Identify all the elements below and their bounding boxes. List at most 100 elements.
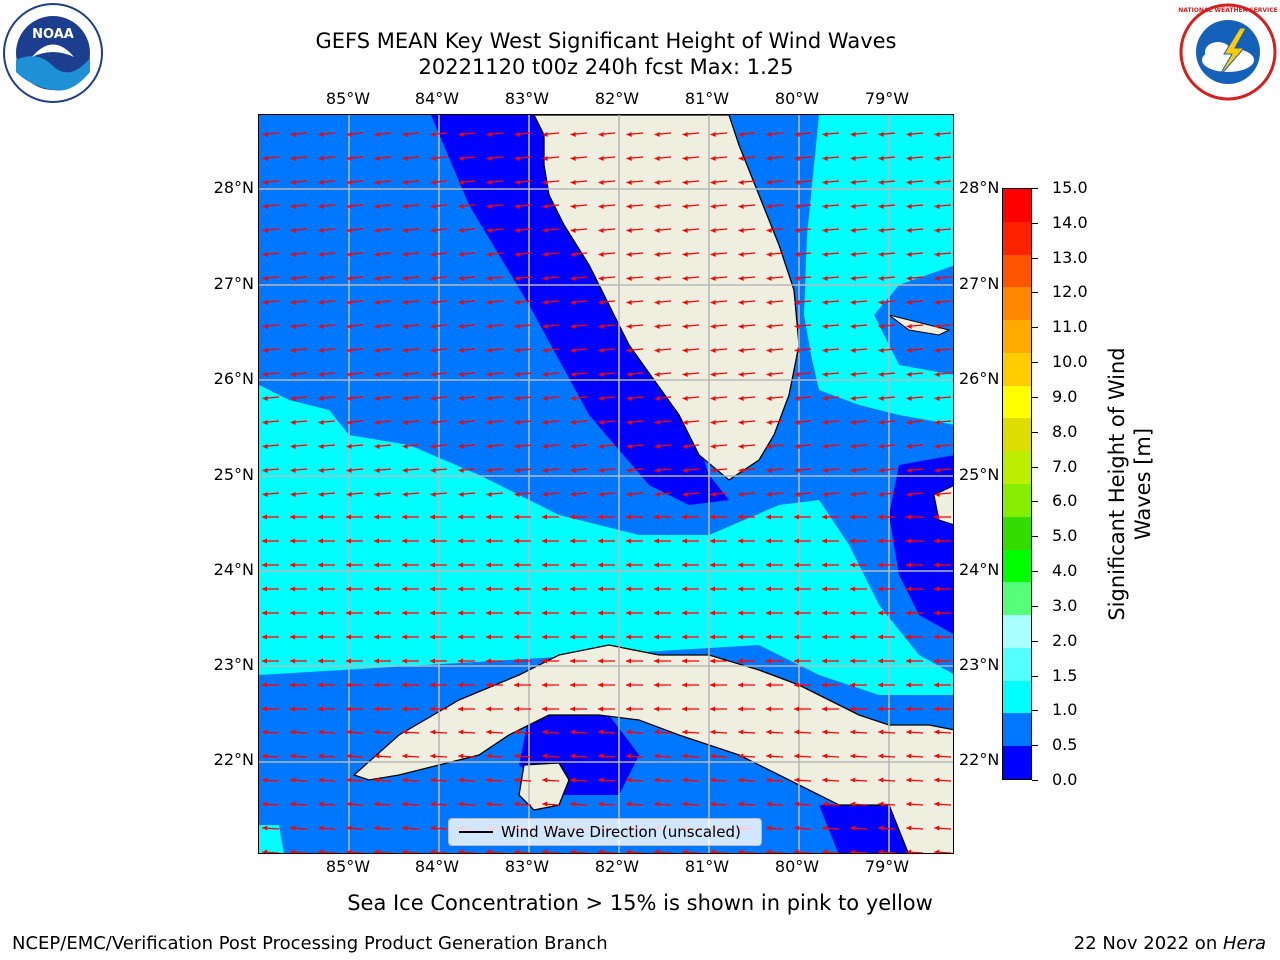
wind-arrow-head	[318, 132, 324, 138]
wind-arrow-head	[654, 324, 660, 330]
wind-arrow-head	[430, 204, 436, 210]
wind-arrow-head	[430, 706, 435, 712]
wind-arrow-head	[710, 324, 716, 330]
wind-arrow-head	[626, 468, 632, 474]
wind-arrow-head	[934, 300, 940, 306]
wind-arrow-head	[822, 610, 827, 616]
wind-arrow-head	[402, 610, 407, 616]
wind-arrow-head	[934, 538, 939, 544]
wind-arrow-head	[374, 420, 380, 426]
wind-arrow-head	[766, 801, 772, 807]
wind-arrow-head	[766, 444, 772, 450]
wind-arrow-head	[906, 777, 912, 783]
wind-arrow-head	[710, 562, 715, 568]
wind-arrow-head	[374, 300, 380, 306]
wind-arrow-head	[402, 204, 408, 210]
wind-arrow-head	[794, 562, 799, 568]
colorbar-tick-label: 8.0	[1052, 421, 1078, 441]
wind-arrow-head	[346, 777, 352, 783]
wind-arrow-head	[486, 634, 491, 640]
wind-arrow-head	[654, 276, 660, 282]
wind-arrow-head	[710, 132, 716, 138]
wind-arrow-head	[598, 658, 603, 664]
wind-arrow-head	[402, 634, 407, 640]
wind-arrow-head	[598, 514, 603, 520]
wind-arrow-head	[318, 204, 324, 210]
noaa-logo-text: NOAA	[32, 27, 74, 42]
wind-arrow-head	[542, 682, 547, 688]
wind-arrow-head	[402, 514, 407, 520]
wind-arrow-head	[682, 610, 687, 616]
wind-arrow-head	[486, 324, 492, 330]
wind-arrow-head	[794, 372, 800, 378]
wind-arrow-head	[710, 276, 716, 282]
wind-arrow-head	[374, 825, 380, 831]
wind-arrow-head	[794, 634, 799, 640]
wind-arrow-head	[318, 396, 324, 402]
wind-arrow-head	[318, 849, 324, 853]
wind-arrow-head	[486, 682, 491, 688]
wind-arrow-head	[906, 180, 912, 186]
wind-arrow-head	[878, 610, 883, 616]
wind-arrow-head	[682, 801, 688, 807]
wind-arrow-head	[346, 228, 352, 234]
wind-arrow-head	[458, 348, 464, 354]
wind-arrow-head	[514, 514, 519, 520]
wind-arrow-head	[822, 825, 828, 831]
wind-arrow-head	[850, 801, 856, 807]
wind-arrow-head	[346, 729, 352, 735]
lat-tick-right: 22°N	[959, 750, 1000, 769]
wind-arrow-head	[794, 348, 800, 354]
wind-arrow-head	[318, 706, 323, 712]
wind-arrow-head	[794, 706, 799, 712]
wind-arrow-head	[738, 538, 743, 544]
wind-arrow-head	[458, 132, 464, 138]
wind-arrow-head	[262, 610, 267, 616]
wind-arrow-head	[486, 586, 491, 592]
wind-arrow-head	[458, 156, 464, 162]
wind-arrow-head	[430, 610, 435, 616]
wind-arrow-head	[262, 444, 268, 450]
wind-arrow-head	[682, 658, 687, 664]
wind-arrow-head	[402, 492, 408, 498]
wind-arrow-head	[374, 204, 380, 210]
wind-arrow-head	[346, 324, 352, 330]
wind-arrow-head	[626, 156, 632, 162]
map-panel	[258, 114, 954, 854]
wind-arrow-head	[486, 753, 492, 759]
colorbar-tick-mark	[1032, 745, 1038, 747]
colorbar-tick-mark	[1032, 292, 1038, 294]
wind-arrow-head	[934, 777, 940, 783]
colorbar-tick-label: 0.0	[1052, 770, 1078, 789]
wind-arrow-head	[794, 132, 800, 138]
lon-tick-top: 83°W	[504, 89, 550, 108]
wind-arrow-head	[906, 324, 912, 330]
wind-arrow-head	[766, 610, 771, 616]
colorbar-tick-label: 10.0	[1052, 352, 1088, 372]
wind-arrow-head	[850, 252, 856, 258]
wind-arrow-head	[934, 156, 940, 162]
wind-arrow-head	[906, 372, 912, 378]
wind-arrow-head	[822, 372, 828, 378]
colorbar-tick-mark	[1032, 605, 1038, 607]
wind-arrow-head	[682, 538, 687, 544]
wind-arrow-head	[654, 348, 660, 354]
wind-arrow-head	[570, 420, 576, 426]
wind-arrow-head	[402, 180, 408, 186]
wind-arrow-head	[542, 396, 548, 402]
wind-arrow-head	[458, 634, 463, 640]
wind-arrow-head	[878, 801, 884, 807]
wind-arrow-head	[710, 300, 716, 306]
nws-logo-text: NATIONAL WEATHER SERVICE	[1178, 7, 1277, 14]
wind-arrow-head	[850, 396, 856, 402]
colorbar-tick-label: 1.0	[1052, 700, 1078, 720]
wind-arrow-head	[822, 514, 827, 520]
wind-arrow-head	[766, 276, 772, 282]
wind-arrow-head	[598, 180, 604, 186]
wind-arrow-head	[374, 801, 380, 807]
wind-arrow-head	[346, 180, 352, 186]
wind-arrow-head	[822, 682, 827, 688]
wind-arrow-head	[542, 300, 548, 306]
wind-arrow-head	[318, 348, 324, 354]
wind-arrow-head	[598, 468, 604, 474]
